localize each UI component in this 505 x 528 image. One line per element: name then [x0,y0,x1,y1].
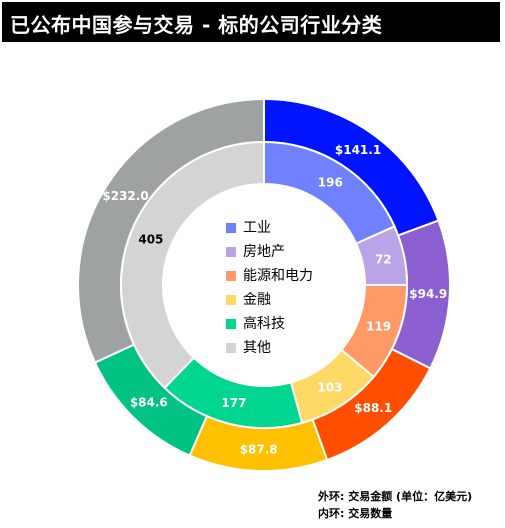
outer-label-6: $232.0 [102,189,148,203]
inner-label-3: 119 [366,320,391,334]
legend-swatch-1 [226,223,236,233]
inner-slice-6 [120,140,265,390]
legend-label-2: 房地产 [243,244,285,260]
inner-label-2: 72 [375,252,392,266]
outer-label-4: $87.8 [240,442,278,456]
inner-ring-note: 内环: 交易数量 [318,507,393,520]
legend-label-3: 能源和电力 [243,268,313,284]
title-bar: 已公布中国参与交易 - 标的公司行业分类 [2,2,500,42]
outer-ring: $141.1 $94.9 $88.1 $87.8 $84.6 $232.0 [77,97,451,472]
legend-swatch-4 [226,295,236,305]
legend-swatch-5 [226,319,236,329]
legend-swatch-2 [226,247,236,257]
inner-label-1: 196 [318,176,343,190]
inner-ring: 196 72 119 103 177 405 [120,140,409,429]
inner-label-4: 103 [317,381,342,395]
inner-label-5: 177 [221,396,246,410]
chart-title: 已公布中国参与交易 - 标的公司行业分类 [10,13,383,37]
legend-label-6: 其他 [243,340,271,356]
outer-label-2: $94.9 [409,287,447,301]
inner-label-6: 405 [138,232,163,246]
legend-label-1: 工业 [243,220,271,236]
legend-swatch-3 [226,271,236,281]
outer-ring-note: 外环: 交易金额 (单位：亿美元) [318,490,473,503]
outer-label-1: $141.1 [335,143,381,157]
outer-label-5: $84.6 [130,395,168,409]
outer-label-3: $88.1 [354,401,392,415]
legend-label-4: 金融 [243,292,271,308]
legend-swatch-6 [226,343,236,353]
legend-label-5: 高科技 [243,315,285,332]
